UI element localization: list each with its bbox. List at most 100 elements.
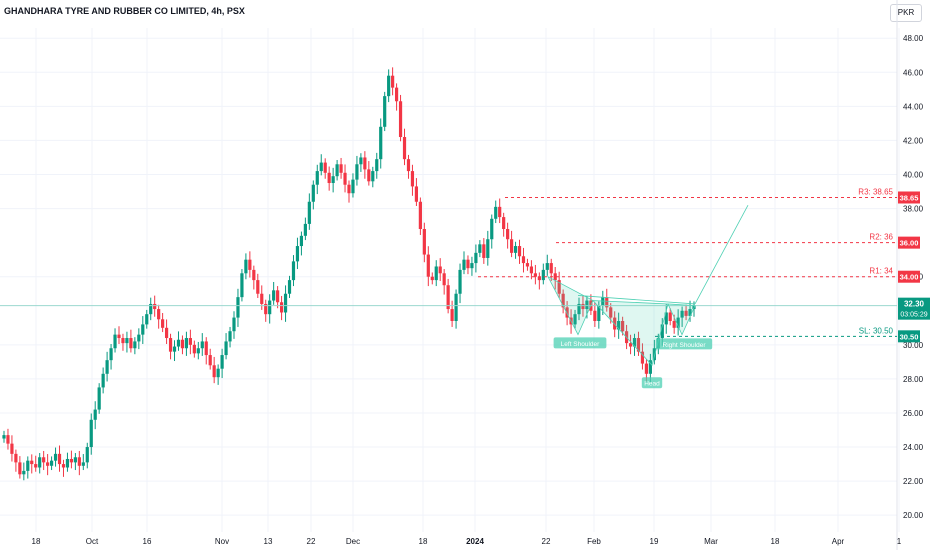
candle-body	[446, 285, 450, 310]
candle-body	[529, 266, 534, 274]
candle	[303, 217, 307, 241]
candle	[228, 326, 232, 348]
candle	[18, 456, 22, 479]
level-price-tag: 36.00	[898, 236, 920, 249]
x-tick-label: 18	[419, 537, 428, 546]
level-label: R2: 36	[869, 233, 893, 242]
last-price-tag-bg	[898, 297, 930, 320]
candle	[240, 269, 244, 302]
candle	[315, 164, 319, 195]
candle-body	[521, 256, 526, 264]
candle-body	[240, 273, 244, 298]
candle-body	[256, 280, 260, 294]
candle	[617, 312, 621, 339]
candle-body	[149, 303, 153, 315]
candle-body	[688, 309, 692, 316]
candle-body	[295, 246, 300, 262]
candle	[125, 331, 129, 353]
candle	[553, 266, 557, 290]
candle	[192, 340, 196, 358]
candle-body	[486, 239, 490, 258]
candle	[34, 455, 38, 472]
candle-body	[121, 338, 125, 344]
candle	[621, 316, 625, 336]
candle-body	[315, 171, 319, 185]
candle-body	[113, 334, 117, 349]
candle-body	[470, 263, 474, 269]
candle-body	[42, 457, 46, 463]
candle	[545, 254, 549, 276]
candle-body	[482, 244, 486, 258]
candle-body	[212, 365, 216, 378]
candle	[335, 160, 339, 181]
candle-body	[513, 246, 518, 253]
candle-body	[605, 297, 609, 308]
candle-body	[276, 290, 280, 303]
candle	[244, 253, 248, 280]
candle	[688, 300, 692, 322]
x-tick-label: 19	[650, 537, 659, 546]
candle-body	[14, 453, 18, 463]
candle	[42, 450, 46, 471]
candle-body	[164, 327, 169, 339]
candle-body	[216, 368, 220, 378]
candle	[418, 197, 422, 235]
candle	[470, 256, 474, 276]
candle-body	[442, 273, 446, 286]
candle-body	[573, 314, 577, 325]
candle	[248, 251, 252, 278]
candle-body	[168, 338, 173, 352]
candle-body	[406, 159, 411, 172]
candle	[498, 198, 502, 224]
x-tick-label: 18	[771, 537, 780, 546]
candle-body	[117, 334, 121, 339]
candle	[406, 154, 411, 179]
candle	[676, 309, 680, 336]
candle	[133, 337, 137, 355]
candle	[636, 331, 641, 356]
candle	[474, 244, 478, 273]
candle	[46, 454, 50, 476]
candle-body	[244, 259, 248, 274]
candle-body	[502, 217, 506, 230]
x-tick-label: Oct	[86, 537, 99, 546]
candle-body	[101, 373, 105, 388]
candle	[478, 240, 482, 258]
candle-body	[188, 338, 192, 345]
candle-body	[402, 137, 407, 160]
candle	[85, 442, 89, 469]
x-tick-label: 1	[897, 537, 902, 546]
candle-body	[387, 75, 391, 97]
candle	[14, 449, 18, 472]
candle-body	[184, 338, 189, 349]
support-resistance-levels: R3: 38.65 38.65 R2: 36 36.00 R1: 34 34.00 SL: …	[478, 187, 920, 343]
x-tick-label: 22	[307, 537, 316, 546]
candle-body	[565, 307, 569, 318]
bar-countdown: 03:05:29	[900, 312, 927, 319]
head-label: Head	[641, 377, 663, 389]
candle-body	[597, 305, 601, 321]
candle-body	[153, 303, 157, 310]
candle-body	[49, 460, 54, 466]
candle	[446, 278, 450, 314]
candle	[137, 328, 141, 350]
pattern-label-bg	[641, 377, 663, 389]
pattern-label-text: Left Shoulder	[561, 341, 601, 348]
candle	[268, 294, 272, 324]
candle-body	[379, 126, 383, 160]
candle-body	[577, 303, 581, 315]
candle-body	[494, 206, 498, 219]
candle-body	[506, 229, 510, 240]
candle-body	[145, 314, 149, 325]
candle	[394, 83, 399, 111]
candle	[97, 383, 101, 414]
candle	[339, 157, 343, 179]
pattern-label-bg	[553, 337, 607, 349]
currency-button[interactable]: PKR	[890, 4, 922, 22]
candle-body	[628, 343, 633, 347]
candle	[287, 275, 292, 298]
x-tick-label: Nov	[215, 537, 229, 546]
candle-body	[283, 293, 288, 313]
candle-body	[394, 87, 399, 102]
